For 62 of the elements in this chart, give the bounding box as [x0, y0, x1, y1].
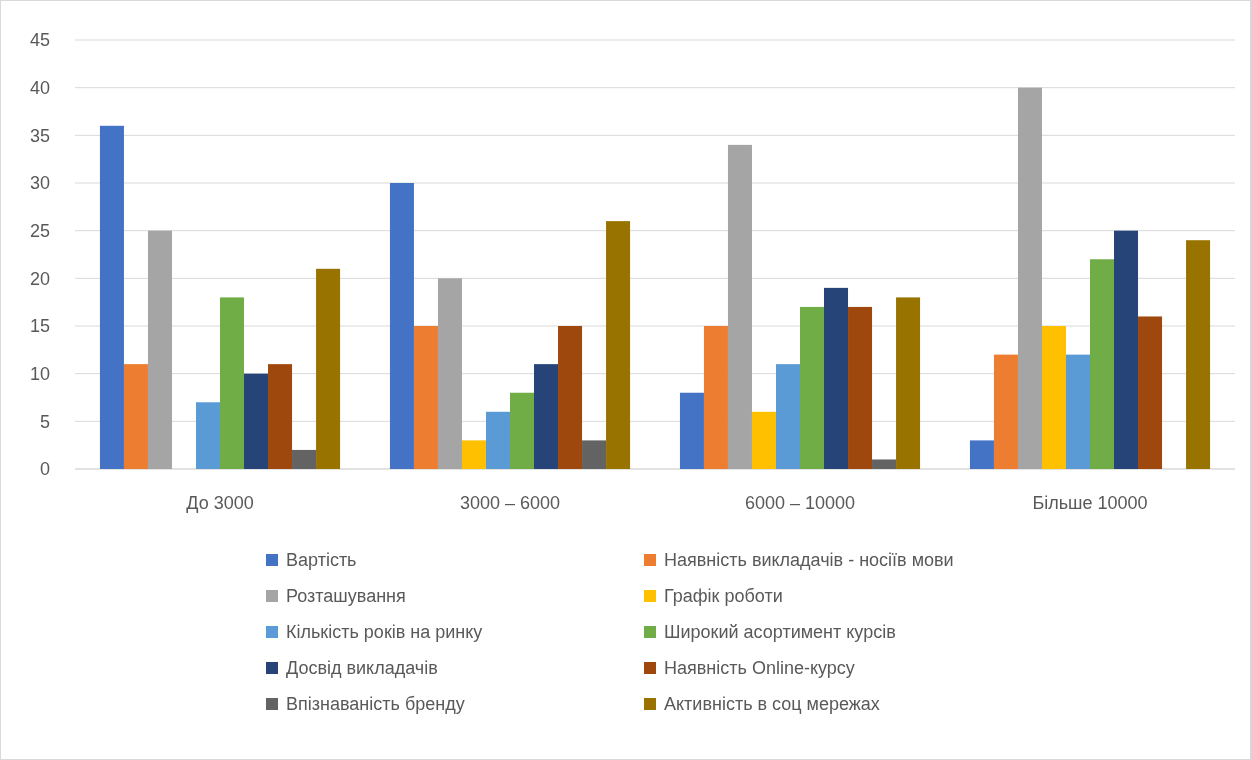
legend-label: Графік роботи — [664, 586, 783, 607]
bar — [268, 364, 293, 469]
bar — [703, 326, 728, 469]
bar — [220, 297, 245, 469]
bar — [800, 306, 825, 469]
bar — [1186, 240, 1211, 469]
y-tick-label: 30 — [29, 173, 50, 194]
bar — [582, 440, 607, 469]
y-tick-label: 15 — [29, 316, 50, 337]
bar — [244, 373, 269, 469]
bar — [896, 297, 921, 469]
bar — [679, 392, 704, 469]
y-tick-label: 0 — [39, 459, 50, 480]
legend-label: Кількість років на ринку — [286, 622, 483, 643]
legend-label: Досвід викладачів — [286, 658, 438, 679]
bar — [1090, 259, 1115, 469]
bar — [461, 440, 486, 469]
bar — [1065, 354, 1090, 469]
bar — [993, 354, 1018, 469]
bar — [1041, 326, 1066, 469]
legend-label: Активність в соц мережах — [664, 694, 880, 715]
y-tick-label: 25 — [29, 220, 50, 241]
x-tick-label: 3000 – 6000 — [459, 493, 561, 513]
y-tick-label: 5 — [39, 411, 50, 432]
bar — [510, 392, 535, 469]
y-tick-label: 40 — [29, 77, 50, 98]
x-tick-label: До 3000 — [186, 493, 254, 513]
bar — [413, 326, 438, 469]
bar — [606, 221, 631, 469]
legend-label: Широкий асортимент курсів — [664, 622, 896, 643]
bar — [1114, 230, 1139, 469]
bar — [1138, 316, 1163, 469]
legend-label: Наявність Online-курсу — [664, 658, 855, 679]
bar — [195, 402, 220, 469]
bar — [389, 183, 414, 469]
bar — [848, 306, 873, 469]
bar — [558, 326, 583, 469]
bar — [147, 230, 172, 469]
bar — [727, 144, 752, 469]
legend-label: Впізнаваність бренду — [286, 694, 465, 715]
y-tick-label: 10 — [29, 363, 50, 384]
bar — [824, 287, 849, 469]
bar — [485, 411, 510, 469]
bar — [123, 364, 148, 469]
x-tick-label: Більше 10000 — [1032, 493, 1148, 513]
y-tick-label: 35 — [29, 125, 50, 146]
bar — [775, 364, 800, 469]
bar — [872, 459, 897, 469]
bar — [292, 449, 317, 469]
bar — [1017, 87, 1042, 469]
bar — [534, 364, 559, 469]
y-tick-label: 45 — [29, 30, 50, 51]
y-tick-label: 20 — [29, 268, 50, 289]
x-tick-label: 6000 – 10000 — [744, 493, 856, 513]
legend-label: Наявність викладачів - носіїв мови — [664, 550, 954, 571]
bar — [99, 125, 124, 469]
bar — [437, 278, 462, 469]
bar — [316, 268, 341, 469]
legend-label: Розташування — [286, 586, 406, 607]
legend-label: Вартість — [286, 550, 357, 571]
bar — [751, 411, 776, 469]
bar — [969, 440, 994, 469]
